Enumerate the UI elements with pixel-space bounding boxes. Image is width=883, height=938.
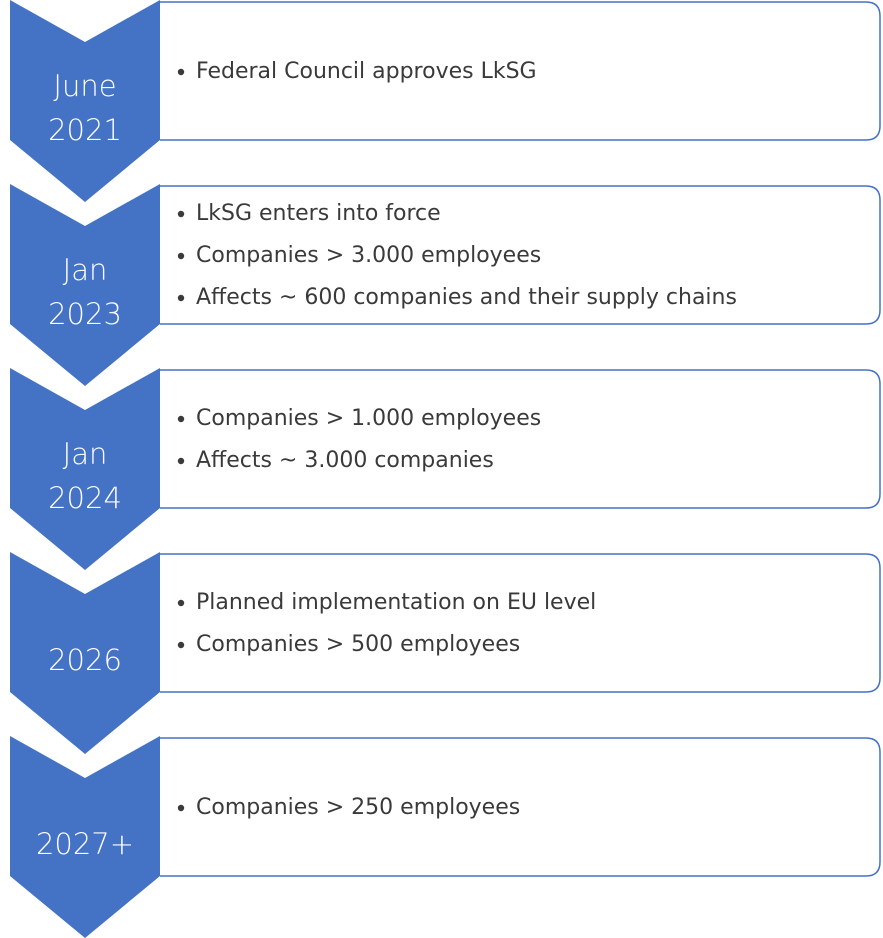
bullet-text: LkSG enters into force (196, 201, 441, 226)
bullet-dot (177, 804, 185, 812)
timeline-item: Jan 2024 Companies > 1.000 employees Affect… (10, 368, 881, 570)
bullet-text: Federal Council approves LkSG (196, 59, 537, 84)
item-box (160, 369, 881, 509)
bullet-text: Companies > 500 employees (196, 632, 520, 657)
chevron-label: June (53, 69, 116, 103)
timeline-item: Jan 2023 LkSG enters into force Companies >… (10, 184, 881, 386)
bullet-dot (177, 68, 185, 76)
chevron (10, 368, 160, 570)
item-box (160, 737, 881, 877)
chevron-label: Jan (63, 437, 108, 471)
chevron-label: 2026 (48, 643, 122, 677)
chevron-label: 2027+ (36, 827, 134, 861)
timeline-item: June 2021 Federal Council approves LkSG (10, 0, 881, 202)
item-box (160, 1, 881, 141)
bullet-text: Companies > 250 employees (196, 795, 520, 820)
bullet-text: Companies > 3.000 employees (196, 243, 541, 268)
bullet-text: Affects ~ 3.000 companies (196, 448, 494, 473)
chevron (10, 736, 160, 938)
timeline-item: 2027+ Companies > 250 employees (10, 736, 881, 938)
bullet-dot (177, 252, 185, 260)
bullet-text: Planned implementation on EU level (196, 590, 596, 615)
bullet-text: Affects ~ 600 companies and their supply… (196, 285, 737, 310)
bullet-dot (177, 210, 185, 218)
item-box (160, 553, 881, 693)
bullet-dot (177, 415, 185, 423)
chevron (10, 552, 160, 754)
chevron-label: Jan (63, 253, 108, 287)
bullet-text: Companies > 1.000 employees (196, 406, 541, 431)
bullet-dot (177, 599, 185, 607)
item-box (160, 185, 881, 325)
timeline-item: 2026 Planned implementation on EU level Co… (10, 552, 881, 754)
chevron-label: 2023 (48, 297, 122, 331)
chevron-label: 2024 (48, 481, 122, 515)
bullet-dot (177, 294, 185, 302)
chevron (10, 0, 160, 202)
bullet-dot (177, 457, 185, 465)
bullet-dot (177, 641, 185, 649)
chevron-label: 2021 (48, 113, 122, 147)
chevron (10, 184, 160, 386)
